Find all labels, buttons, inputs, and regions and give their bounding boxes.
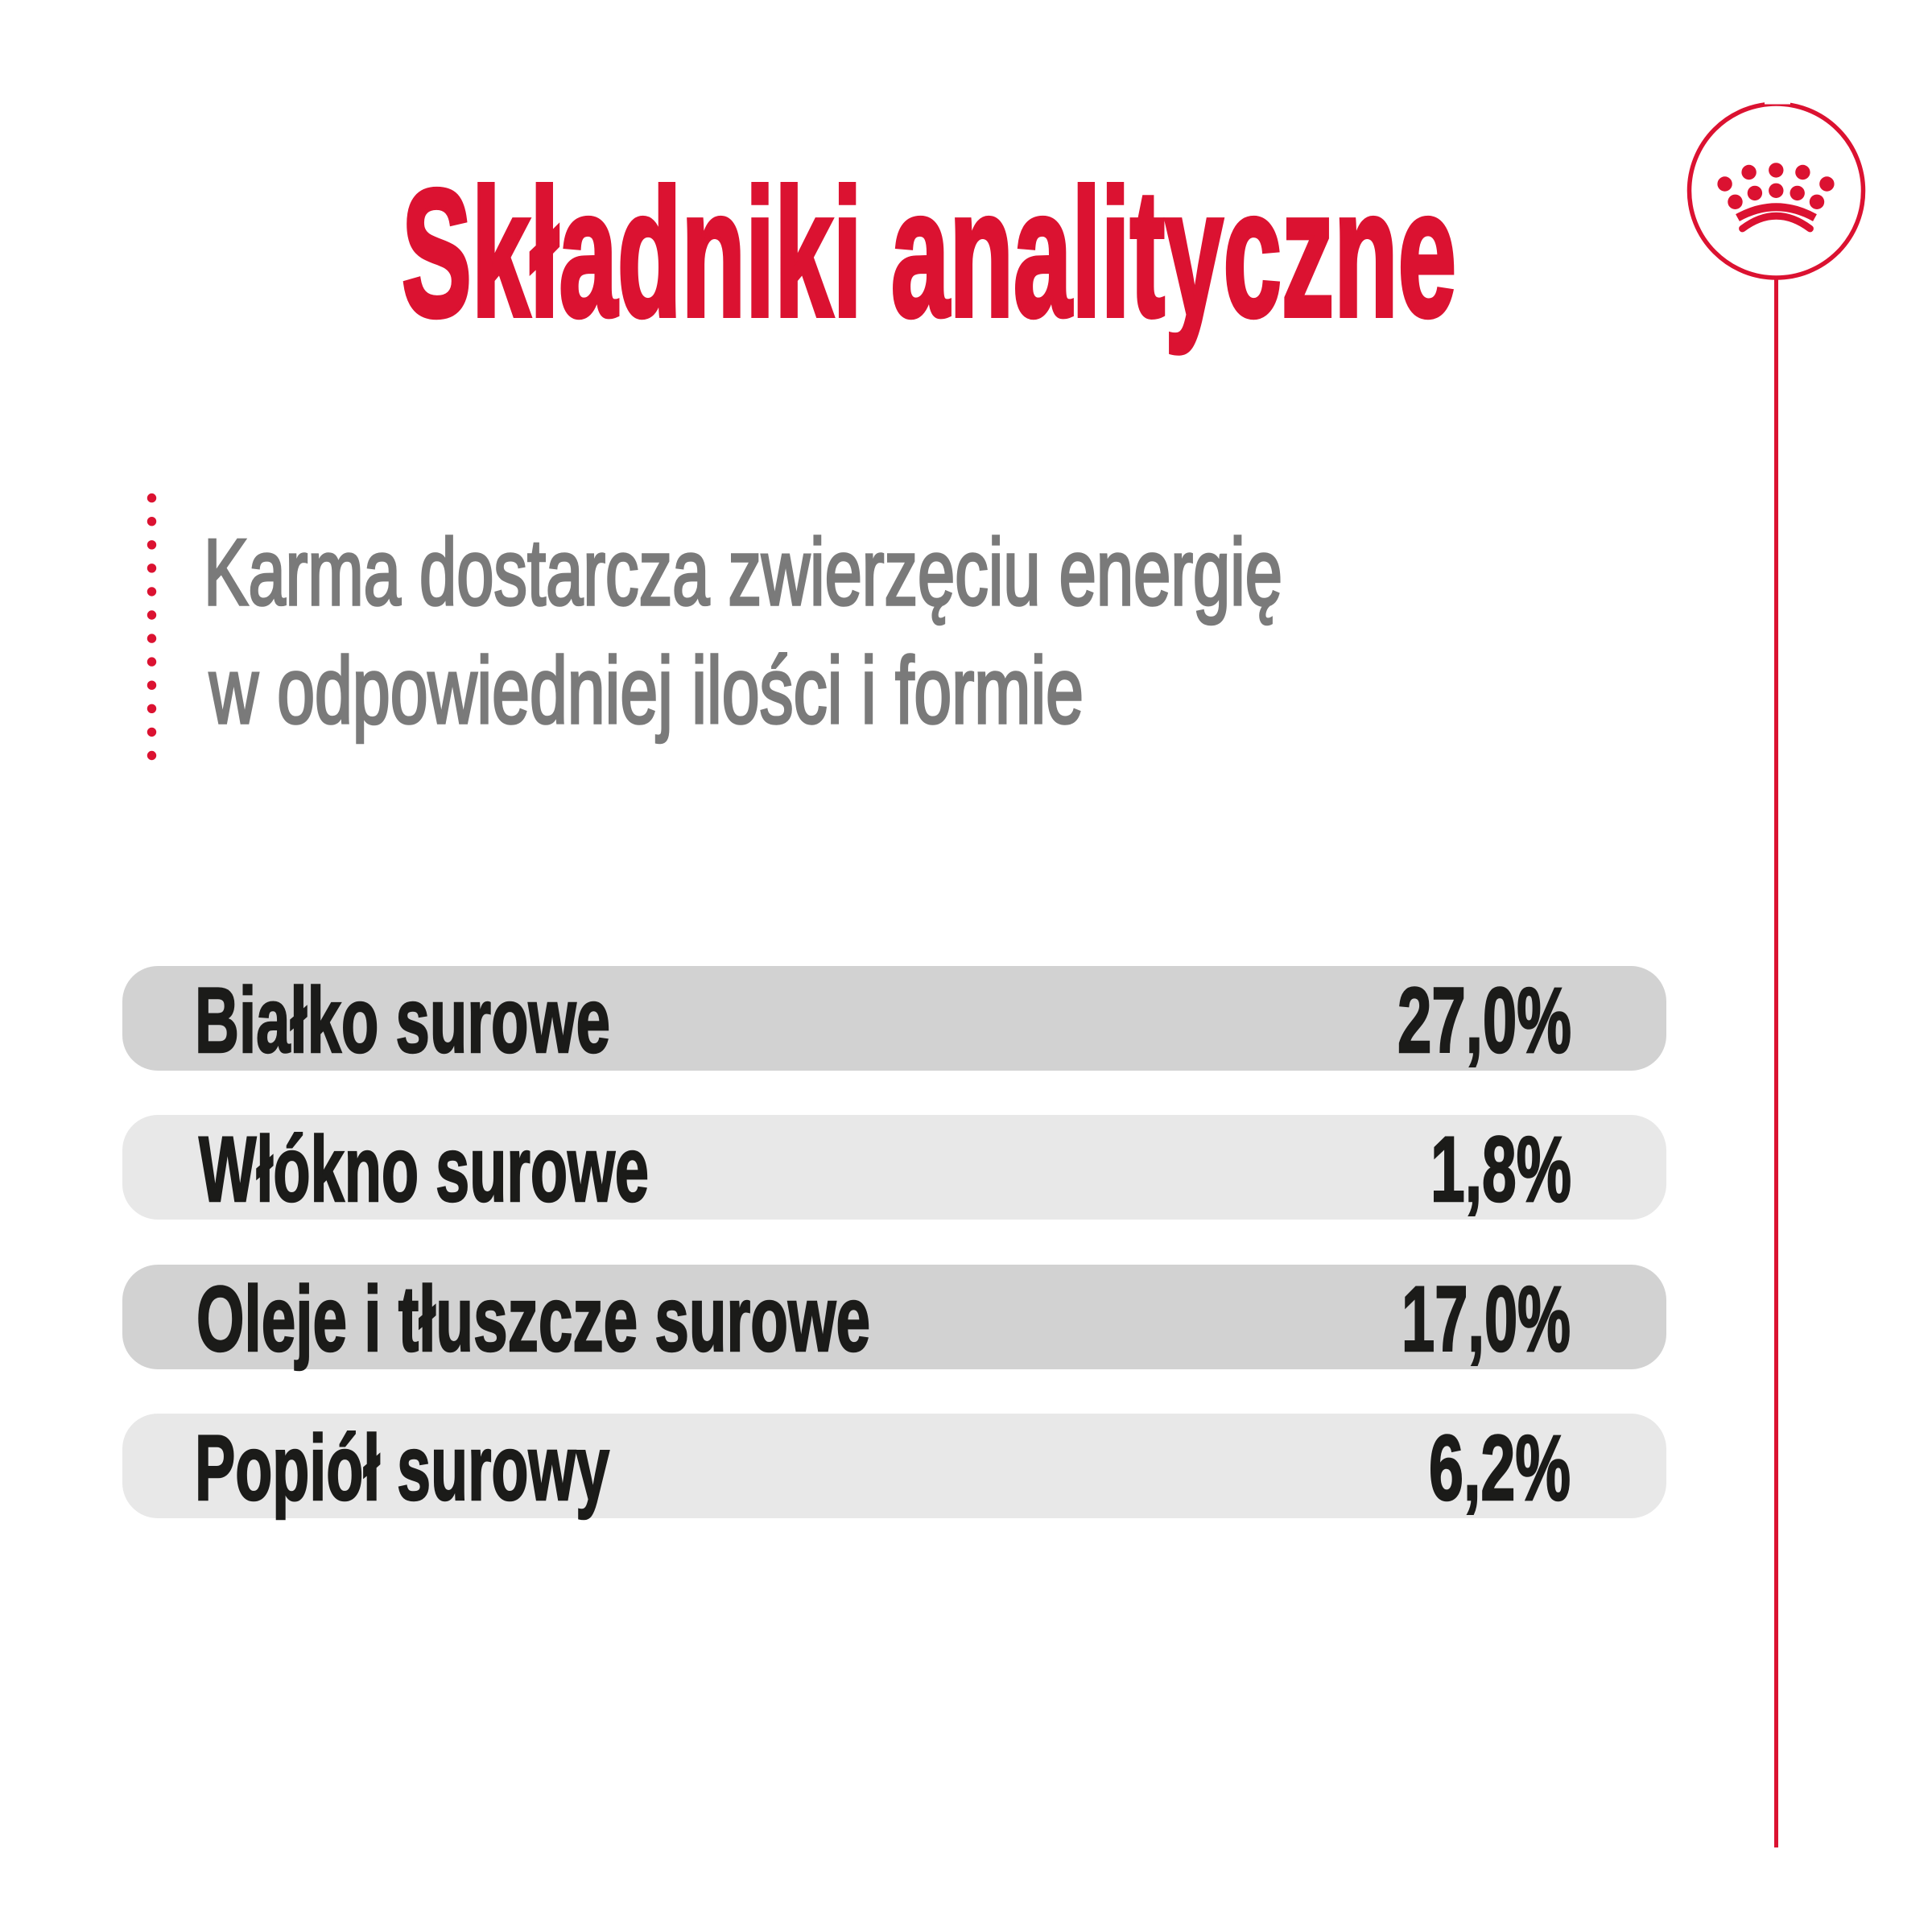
svg-text:Karma dostarcza zwierzęciu ene: Karma dostarcza zwierzęciu energię [204,519,1282,625]
svg-text:1,8%: 1,8% [1430,1118,1571,1221]
svg-text:Oleje i tłuszcze surowe: Oleje i tłuszcze surowe [196,1268,870,1371]
svg-text:27,0%: 27,0% [1397,969,1571,1072]
svg-text:Włókno surowe: Włókno surowe [199,1118,649,1221]
svg-text:Popiół surowy: Popiół surowy [195,1417,609,1520]
svg-text:17,0%: 17,0% [1402,1268,1571,1371]
svg-text:w odpowiedniej ilości i formie: w odpowiedniej ilości i formie [208,638,1084,743]
svg-text:Białko surowe: Białko surowe [195,969,610,1072]
svg-text:6,2%: 6,2% [1429,1417,1571,1520]
svg-text:Składniki analityczne: Składniki analityczne [402,151,1456,354]
